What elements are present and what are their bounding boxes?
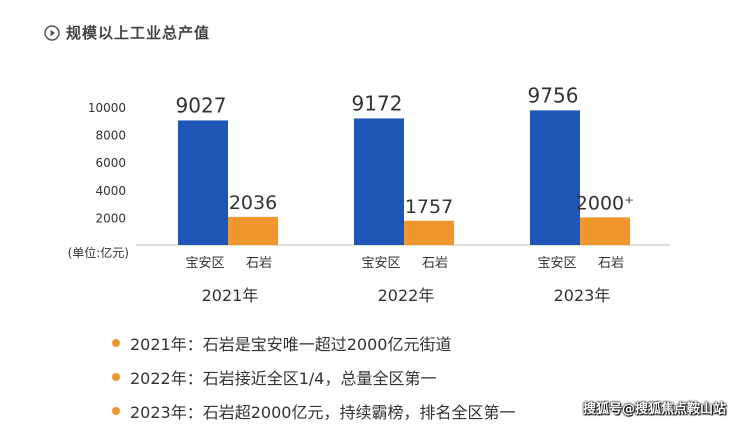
bar-value-label: 2000⁺ [576, 192, 634, 214]
bullet-text: 2023年：石岩超2000亿元，持续霸榜，排名全区第一 [130, 403, 516, 422]
bar-sublabel: 石岩 [598, 256, 624, 271]
bar-shiyan [580, 217, 630, 245]
bullet-text: 2022年：石岩接近全区1/4，总量全区第一 [130, 369, 437, 388]
bullet-list: 2021年：石岩是宝安唯一超过2000亿元街道 2022年：石岩接近全区1/4，… [112, 326, 515, 428]
bar-baoan [178, 120, 228, 245]
bar-value-label: 1757 [405, 196, 453, 218]
bullet-text: 2021年：石岩是宝安唯一超过2000亿元街道 [130, 335, 452, 354]
category-label: 2022年 [378, 286, 435, 305]
bar-shiyan [228, 216, 278, 245]
y-tick-label: 8000 [95, 129, 126, 143]
y-tick-label: 10000 [88, 101, 126, 115]
bullet-dot-icon [112, 407, 120, 415]
bar-value-label: 2036 [229, 192, 277, 214]
unit-label: (单位:亿元) [68, 245, 129, 260]
bar-value-label: 9756 [528, 83, 579, 107]
watermark: 搜狐号@搜狐焦点鞍山站 [582, 402, 726, 417]
bar-sublabel: 宝安区 [185, 256, 224, 271]
bar-sublabel: 宝安区 [537, 256, 576, 271]
bar-baoan [530, 110, 580, 245]
bullet-item: 2023年：石岩超2000亿元，持续霸榜，排名全区第一 [112, 394, 515, 428]
bullet-item: 2021年：石岩是宝安唯一超过2000亿元街道 [112, 326, 515, 360]
category-label: 2021年 [202, 286, 259, 305]
bar-sublabel: 石岩 [422, 256, 448, 271]
section-header: 规模以上工业总产值 [44, 22, 210, 43]
bar-value-label: 9172 [352, 91, 403, 115]
bar-chart: 2000 4000 6000 8000 10000 (单位:亿元) 9027 2036 宝安区 石… [68, 83, 670, 305]
y-tick-label: 4000 [95, 184, 126, 198]
bullet-item: 2022年：石岩接近全区1/4，总量全区第一 [112, 360, 515, 394]
category-label: 2023年 [554, 286, 611, 305]
bar-sublabel: 宝安区 [361, 256, 400, 271]
bar-sublabel: 石岩 [246, 256, 272, 271]
bullet-dot-icon [112, 339, 120, 347]
section-title: 规模以上工业总产值 [66, 24, 211, 42]
bar-shiyan [404, 220, 454, 245]
bullet-dot-icon [112, 373, 120, 381]
y-tick-label: 2000 [95, 211, 126, 225]
bar-baoan [354, 118, 404, 245]
play-circle-icon [44, 24, 60, 41]
bar-value-label: 9027 [176, 93, 227, 117]
y-tick-label: 6000 [95, 156, 126, 170]
